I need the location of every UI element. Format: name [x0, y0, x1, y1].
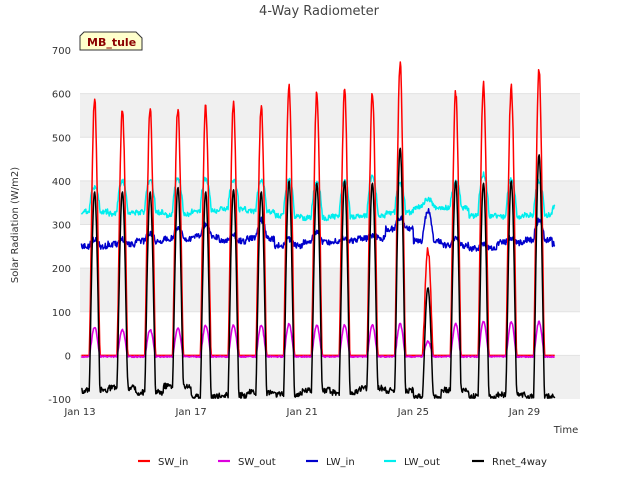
background-band	[80, 50, 580, 94]
background-band	[80, 311, 580, 356]
x-tick-label: Jan 29	[508, 407, 540, 418]
y-tick-label: 500	[52, 133, 71, 144]
y-tick-label: 600	[52, 90, 71, 101]
y-axis-ticks: -100 0 100 200 300 400 500 600 700	[48, 46, 71, 406]
x-tick-label: Jan 17	[174, 407, 206, 418]
legend: SW_in SW_out LW_in LW_out Rnet_4way	[138, 457, 547, 468]
background-band	[80, 268, 580, 312]
legend-item-sw-out: SW_out	[218, 457, 276, 468]
x-tick-label: Jan 13	[63, 407, 95, 418]
legend-label: LW_in	[326, 457, 355, 468]
badge-label: MB_tule	[87, 36, 136, 49]
y-tick-label: 100	[52, 308, 71, 319]
background-band	[80, 224, 580, 269]
series-line-sw-out	[80, 320, 555, 359]
legend-item-lw-out: LW_out	[384, 457, 440, 468]
source-badge: MB_tule	[79, 31, 143, 51]
legend-item-sw-in: SW_in	[138, 457, 188, 468]
background-band	[80, 93, 580, 138]
legend-label: LW_out	[404, 457, 440, 468]
plot-background	[80, 50, 580, 399]
background-band	[80, 137, 580, 181]
y-tick-label: -100	[48, 395, 71, 406]
series-layer	[80, 61, 556, 399]
x-axis-ticks: Jan 13 Jan 17 Jan 21 Jan 25 Jan 29	[63, 407, 540, 418]
y-axis-label: Solar Radiation (W/m2)	[10, 167, 21, 283]
series-line-lw-out	[80, 171, 556, 222]
legend-item-rnet-4way: Rnet_4way	[472, 457, 547, 468]
x-tick-label: Jan 21	[286, 407, 318, 418]
legend-label: SW_in	[158, 457, 188, 468]
series-line-lw-in	[80, 208, 556, 253]
legend-item-lw-in: LW_in	[306, 457, 355, 468]
x-axis-label: Time	[553, 425, 578, 436]
y-tick-label: 700	[52, 46, 71, 57]
x-tick-label: Jan 25	[397, 407, 429, 418]
chart-title: 4-Way Radiometer	[259, 4, 380, 19]
legend-label: Rnet_4way	[492, 457, 547, 468]
series-line-rnet-4way	[81, 147, 556, 399]
y-tick-label: 0	[65, 351, 71, 362]
y-tick-label: 200	[52, 264, 71, 275]
legend-label: SW_out	[238, 457, 276, 468]
y-tick-label: 400	[52, 177, 71, 188]
y-tick-label: 300	[52, 221, 71, 232]
